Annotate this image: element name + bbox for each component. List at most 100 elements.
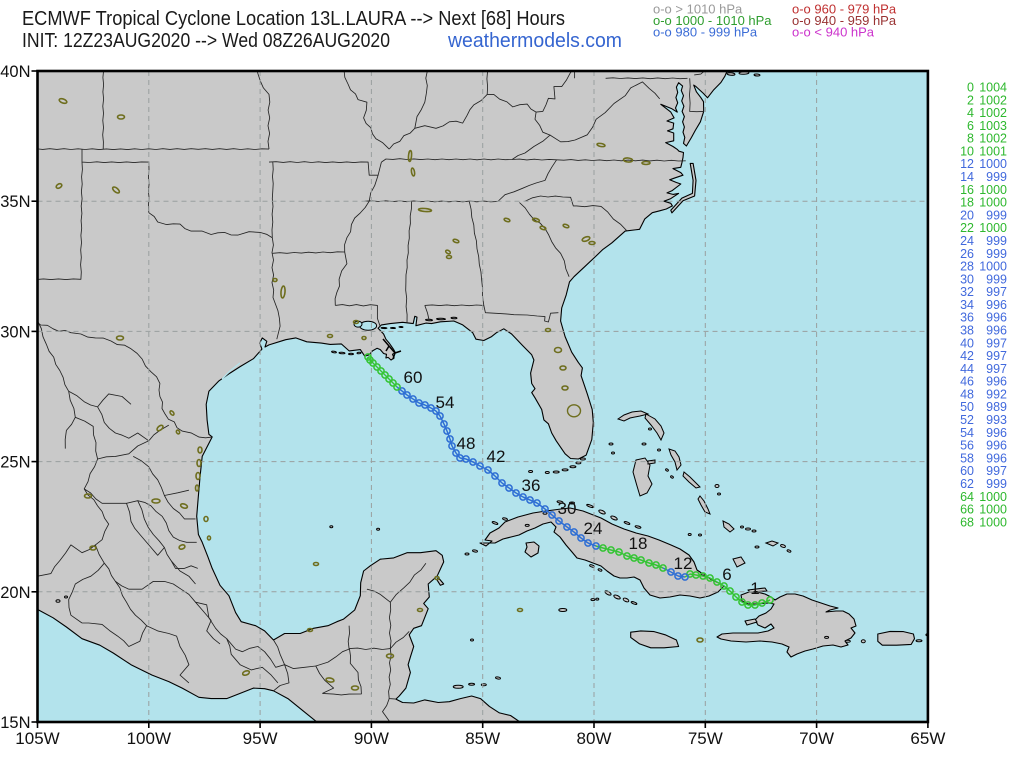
svg-text:o-o 980 - 999 hPa: o-o 980 - 999 hPa (653, 25, 758, 40)
svg-text:24: 24 (584, 519, 603, 538)
svg-text:6: 6 (967, 119, 974, 133)
svg-text:997: 997 (986, 336, 1007, 350)
svg-text:52: 52 (960, 413, 974, 427)
svg-text:o-o < 940 hPa: o-o < 940 hPa (792, 25, 875, 40)
svg-text:1000: 1000 (979, 183, 1007, 197)
svg-text:999: 999 (986, 170, 1007, 184)
svg-text:993: 993 (986, 413, 1007, 427)
svg-text:1002: 1002 (979, 132, 1007, 146)
svg-text:36: 36 (960, 311, 974, 325)
svg-text:54: 54 (960, 426, 974, 440)
svg-text:48: 48 (457, 434, 476, 453)
svg-text:1000: 1000 (979, 490, 1007, 504)
svg-text:8: 8 (967, 132, 974, 146)
svg-text:14: 14 (960, 170, 974, 184)
svg-text:42: 42 (960, 349, 974, 363)
svg-text:996: 996 (986, 375, 1007, 389)
svg-text:40: 40 (960, 336, 974, 350)
svg-text:996: 996 (986, 439, 1007, 453)
svg-text:1002: 1002 (979, 93, 1007, 107)
svg-text:95W: 95W (243, 729, 278, 748)
svg-text:12: 12 (960, 157, 974, 171)
svg-text:30N: 30N (0, 323, 30, 341)
svg-text:10: 10 (960, 144, 974, 158)
svg-text:25N: 25N (0, 454, 30, 472)
svg-text:999: 999 (986, 272, 1007, 286)
svg-text:42: 42 (487, 447, 506, 466)
svg-text:24: 24 (960, 234, 974, 248)
svg-text:28: 28 (960, 260, 974, 274)
svg-text:996: 996 (986, 311, 1007, 325)
svg-text:4: 4 (967, 106, 974, 120)
svg-text:20: 20 (960, 208, 974, 222)
svg-text:1000: 1000 (979, 503, 1007, 517)
svg-text:40N: 40N (0, 63, 30, 81)
svg-text:30: 30 (558, 499, 577, 518)
svg-text:997: 997 (986, 362, 1007, 376)
svg-text:22: 22 (960, 221, 974, 235)
svg-text:46: 46 (960, 375, 974, 389)
svg-text:1000: 1000 (979, 515, 1007, 529)
svg-text:1004: 1004 (979, 81, 1007, 95)
svg-text:989: 989 (986, 400, 1007, 414)
svg-text:58: 58 (960, 451, 974, 465)
svg-text:992: 992 (986, 388, 1007, 402)
svg-text:996: 996 (986, 298, 1007, 312)
svg-text:1003: 1003 (979, 119, 1007, 133)
svg-text:80W: 80W (577, 729, 612, 748)
svg-text:62: 62 (960, 477, 974, 491)
svg-text:999: 999 (986, 234, 1007, 248)
svg-text:18: 18 (629, 534, 648, 553)
svg-text:18: 18 (960, 196, 974, 210)
svg-text:0: 0 (967, 81, 974, 95)
svg-text:o-o 1000 - 1010 hPa: o-o 1000 - 1010 hPa (653, 13, 772, 28)
svg-text:1002: 1002 (979, 106, 1007, 120)
svg-text:6: 6 (722, 565, 731, 584)
svg-text:16: 16 (960, 183, 974, 197)
svg-text:996: 996 (986, 426, 1007, 440)
svg-text:36: 36 (522, 476, 541, 495)
svg-text:1000: 1000 (979, 221, 1007, 235)
svg-text:997: 997 (986, 464, 1007, 478)
svg-text:32: 32 (960, 285, 974, 299)
svg-text:60: 60 (960, 464, 974, 478)
svg-text:997: 997 (986, 349, 1007, 363)
svg-text:56: 56 (960, 439, 974, 453)
svg-text:2: 2 (967, 93, 974, 107)
svg-text:65W: 65W (910, 729, 945, 748)
svg-text:38: 38 (960, 324, 974, 338)
svg-text:90W: 90W (354, 729, 389, 748)
svg-text:35N: 35N (0, 193, 30, 211)
svg-text:12: 12 (674, 554, 693, 573)
svg-text:26: 26 (960, 247, 974, 261)
svg-text:1000: 1000 (979, 260, 1007, 274)
svg-text:66: 66 (960, 503, 974, 517)
svg-text:1000: 1000 (979, 157, 1007, 171)
svg-text:30: 30 (960, 272, 974, 286)
svg-text:996: 996 (986, 451, 1007, 465)
svg-text:999: 999 (986, 247, 1007, 261)
svg-text:weathermodels.com: weathermodels.com (447, 30, 622, 52)
svg-text:o-o 940 - 959 hPa: o-o 940 - 959 hPa (792, 13, 897, 28)
svg-text:ECMWF Tropical Cyclone Locatio: ECMWF Tropical Cyclone Location 13L.LAUR… (22, 8, 565, 30)
svg-text:996: 996 (986, 324, 1007, 338)
svg-text:64: 64 (960, 490, 974, 504)
svg-text:1: 1 (750, 579, 759, 598)
svg-text:68: 68 (960, 515, 974, 529)
svg-text:997: 997 (986, 285, 1007, 299)
svg-text:1001: 1001 (979, 144, 1007, 158)
svg-text:15N: 15N (0, 714, 30, 732)
svg-text:44: 44 (960, 362, 974, 376)
svg-text:100W: 100W (127, 729, 171, 748)
svg-text:50: 50 (960, 400, 974, 414)
svg-text:70W: 70W (799, 729, 834, 748)
svg-text:INIT: 12Z23AUG2020 --> Wed 08Z: INIT: 12Z23AUG2020 --> Wed 08Z26AUG2020 (22, 30, 390, 52)
svg-text:54: 54 (436, 393, 455, 412)
svg-text:85W: 85W (465, 729, 500, 748)
svg-text:999: 999 (986, 208, 1007, 222)
svg-text:20N: 20N (0, 584, 30, 602)
svg-text:105W: 105W (15, 729, 59, 748)
svg-text:1000: 1000 (979, 196, 1007, 210)
svg-text:o-o 960 - 979 hPa: o-o 960 - 979 hPa (792, 2, 897, 17)
svg-text:o-o > 1010 hPa: o-o > 1010 hPa (653, 2, 743, 17)
